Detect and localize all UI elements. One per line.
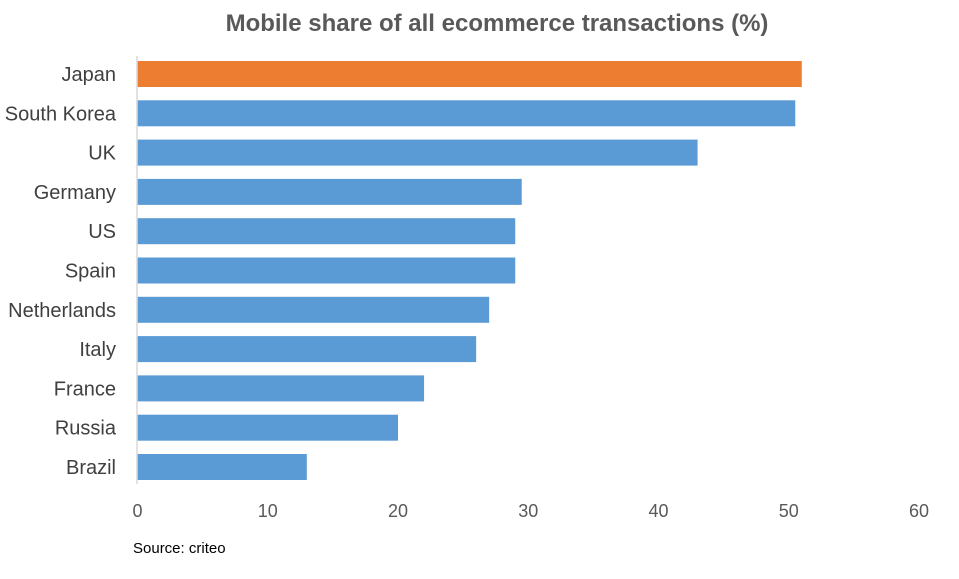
bar-uk [137,139,698,166]
bar-brazil [137,454,307,480]
bar-italy [137,336,477,363]
bar-spain [137,257,516,284]
bar-us [137,218,516,245]
x-tick-label-20: 20 [388,501,408,521]
source-note: Source: criteo [133,540,226,557]
category-label-netherlands: Netherlands [8,300,116,322]
category-label-uk: UK [88,143,116,165]
category-label-spain: Spain [65,261,116,283]
x-tick-label-0: 0 [132,501,142,521]
x-tick-label-40: 40 [648,501,668,521]
bar-france [137,375,425,402]
category-label-brazil: Brazil [66,457,116,479]
category-label-france: France [54,378,116,400]
category-label-russia: Russia [55,418,117,440]
x-tick-label-10: 10 [258,501,278,521]
bar-japan [137,61,802,87]
x-tick-labels: 0 10 20 30 40 50 60 [132,501,929,521]
x-tick-label-30: 30 [518,501,538,521]
bar-russia [137,414,398,441]
chart-title: Mobile share of all ecommerce transactio… [226,10,769,37]
x-tick-label-60: 60 [909,501,929,521]
category-label-south-korea: South Korea [5,103,117,125]
bar-south-korea [137,100,796,127]
category-label-japan: Japan [62,64,117,86]
category-label-germany: Germany [34,182,116,204]
x-tick-label-50: 50 [779,501,799,521]
bar-germany [137,178,522,205]
category-labels: Japan South Korea UK Germany US Spain Netherla… [5,64,117,479]
category-label-italy: Italy [79,339,116,361]
bars-group [137,61,802,480]
category-label-us: US [88,221,116,243]
bar-netherlands [137,296,490,323]
